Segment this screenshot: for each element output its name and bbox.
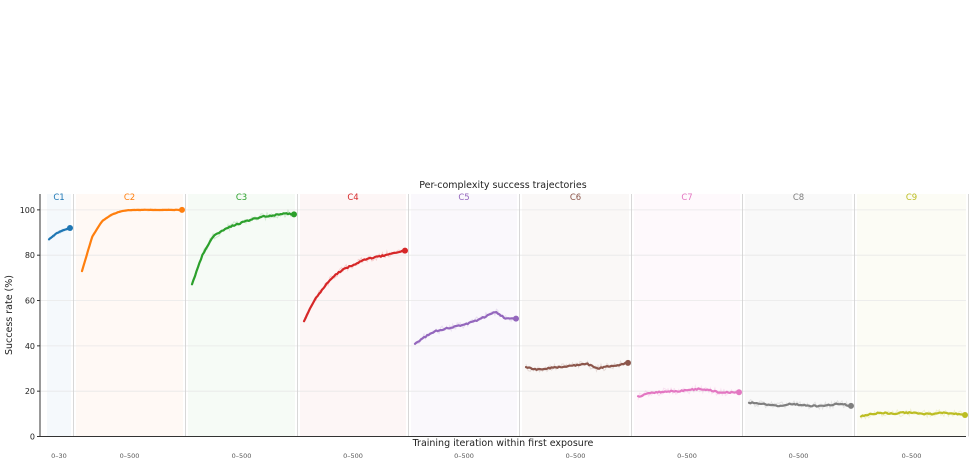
y-tick-label-40: 40 [25, 342, 35, 351]
y-tick-label-60: 60 [25, 297, 35, 306]
series-line-c3 [190, 212, 296, 286]
x-range-label-c9: 0–500 [902, 452, 922, 460]
series-endpoint-c1 [67, 224, 73, 231]
panel-bg-c6 [522, 194, 629, 437]
series-line-c4 [302, 249, 407, 323]
x-range-label-c3: 0–500 [232, 452, 252, 460]
panel-bg-c8 [745, 194, 852, 437]
x-range-label-c4: 0–500 [343, 452, 363, 460]
panel-bg-c2 [76, 194, 183, 437]
series-raw-c6 [525, 359, 629, 373]
panel-label-c8: C8 [793, 193, 804, 203]
y-tick-label-0: 0 [30, 433, 35, 442]
panel-bg-c3 [188, 194, 295, 437]
x-range-label-c7: 0–500 [677, 452, 697, 460]
series-line-c6 [524, 361, 630, 371]
panel-bg-c9 [857, 194, 966, 437]
series-line-c2 [80, 208, 184, 273]
panel-bg-c1 [47, 194, 71, 437]
series-endpoint-c6 [625, 359, 631, 366]
series-endpoint-c4 [402, 247, 408, 254]
chart-title: Per-complexity success trajectories [419, 180, 586, 191]
panel-label-c5: C5 [458, 193, 469, 203]
x-range-label-c1: 0–30 [51, 452, 67, 460]
y-tick-label-80: 80 [25, 251, 35, 260]
x-range-label-c5: 0–500 [454, 452, 474, 460]
panel-bg-c4 [300, 194, 406, 437]
series-line-c9 [859, 411, 967, 418]
panel-label-c9: C9 [906, 193, 917, 203]
panel-bg-c7 [634, 194, 740, 437]
series-endpoint-c8 [848, 402, 854, 409]
series-line-c5 [413, 311, 518, 345]
y-tick-label-100: 100 [20, 206, 35, 215]
series-line-c7 [636, 387, 741, 398]
x-range-label-c6: 0–500 [566, 452, 586, 460]
series-endpoint-c3 [291, 211, 297, 218]
series-line-c1 [47, 226, 72, 241]
series-endpoint-c9 [962, 411, 968, 418]
y-axis-label: Success rate (%) [4, 275, 15, 355]
series-endpoint-c7 [736, 389, 742, 396]
x-range-label-c2: 0–500 [120, 452, 140, 460]
x-axis-label: Training iteration within first exposure [412, 438, 594, 449]
panel-label-c4: C4 [347, 193, 358, 203]
panel-label-c1: C1 [53, 193, 64, 203]
y-tick-label-20: 20 [25, 387, 35, 396]
panel-label-c6: C6 [570, 193, 581, 203]
x-range-label-c8: 0–500 [789, 452, 809, 460]
series-endpoint-c5 [513, 315, 519, 322]
series-endpoint-c2 [179, 206, 185, 213]
panel-label-c3: C3 [236, 193, 247, 203]
panel-label-c7: C7 [681, 193, 692, 203]
series-line-c8 [747, 401, 853, 408]
panel-label-c2: C2 [124, 193, 135, 203]
